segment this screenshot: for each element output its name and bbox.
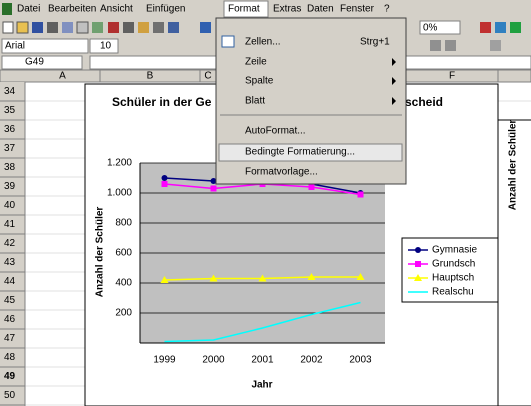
- data-point: [209, 274, 218, 282]
- legend-label: Gymnasie: [432, 245, 477, 256]
- name-box[interactable]: [1, 55, 83, 70]
- y-tick-label: 1.000: [107, 188, 132, 199]
- menu-item[interactable]: Datei: [17, 4, 40, 15]
- menu-entry[interactable]: Zellen...: [245, 37, 281, 48]
- app-icon: [2, 3, 12, 15]
- chart-title-end: scheid: [405, 95, 443, 109]
- menu-item[interactable]: Extras: [273, 4, 301, 15]
- row-header: 49: [4, 371, 16, 382]
- plot: 1.200 1.000 800 600 400 200 1999 2000 2001 2002 20…: [107, 158, 499, 366]
- data-point: [308, 184, 315, 190]
- menu-open-highlight: [223, 0, 269, 18]
- name-box-value[interactable]: G49: [25, 57, 44, 68]
- y-tick-label: 800: [115, 218, 132, 229]
- row-header: 45: [4, 295, 16, 306]
- row-header: 36: [4, 124, 16, 135]
- data-point: [210, 178, 217, 184]
- data-point: [356, 273, 365, 280]
- y-tick-label: 400: [115, 278, 132, 289]
- x-tick-label: 2003: [349, 355, 372, 366]
- toolbar-icon: [445, 40, 456, 51]
- toolbar-icon: [490, 40, 501, 51]
- menu-item[interactable]: Format: [228, 4, 260, 15]
- submenu-arrows: [392, 58, 396, 105]
- x-tick-label: 1999: [153, 355, 176, 366]
- chart-title: Schüler in der Ge: [112, 95, 212, 109]
- data-point: [357, 191, 364, 198]
- row-header: 34: [4, 86, 16, 97]
- row-header: 44: [4, 276, 16, 287]
- menu-entry[interactable]: Blatt: [245, 96, 265, 107]
- data-point: [161, 175, 168, 181]
- zoom-value[interactable]: 0%: [423, 23, 438, 34]
- menu-item[interactable]: ?: [384, 4, 390, 15]
- row-header: 43: [4, 257, 16, 268]
- row-header: 39: [4, 181, 16, 192]
- row-header: 46: [4, 314, 16, 325]
- legend-marker: [415, 247, 421, 253]
- legend-marker: [414, 274, 422, 281]
- legend-label: Hauptsch: [432, 273, 474, 284]
- y-tick-label: 1.200: [107, 158, 132, 169]
- font-name[interactable]: Arial: [5, 41, 25, 52]
- row-header: 40: [4, 200, 16, 211]
- row-header: 42: [4, 238, 16, 249]
- y-tick-label: 600: [115, 248, 132, 259]
- font-size[interactable]: 10: [100, 41, 112, 52]
- toolbar-icons: [2, 21, 521, 34]
- menu-item[interactable]: Ansicht: [100, 4, 133, 15]
- row-header: 37: [4, 143, 16, 154]
- column-header: C: [204, 71, 211, 82]
- row-header: 50: [4, 390, 16, 401]
- menu-shortcut[interactable]: Strg+1: [360, 37, 390, 48]
- column-header: F: [449, 71, 455, 82]
- y-axis-label: Anzahl der Schüler: [95, 207, 106, 298]
- x-axis-label: Jahr: [251, 380, 272, 391]
- menu-icon: [221, 35, 235, 48]
- zoom-box[interactable]: [419, 20, 461, 35]
- data-point: [307, 273, 316, 280]
- menu-entry[interactable]: Zeile: [245, 57, 267, 68]
- menu-entry[interactable]: Spalte: [245, 76, 274, 87]
- font-box[interactable]: [1, 38, 89, 54]
- menu-entry[interactable]: AutoFormat...: [245, 126, 306, 137]
- second-chart-ylabel: Anzahl der Schüler: [508, 120, 519, 211]
- row-header: 48: [4, 352, 16, 363]
- data-point: [258, 274, 267, 282]
- legend-label: Realschu: [432, 287, 474, 298]
- menu-item[interactable]: Bearbeiten: [48, 4, 96, 15]
- menu-entry[interactable]: Formatvorlage...: [245, 167, 318, 178]
- series-line: [164, 301, 361, 343]
- data-point: [160, 276, 169, 283]
- y-tick-label: 200: [115, 308, 132, 319]
- row-header: 38: [4, 162, 16, 173]
- row-header: 47: [4, 333, 16, 344]
- x-tick-label: 2002: [300, 355, 323, 366]
- row-header-bar: [0, 82, 25, 406]
- row-header: 35: [4, 105, 16, 116]
- menu-entry[interactable]: Bedingte Formatierung...: [245, 147, 355, 158]
- menu-item[interactable]: Einfügen: [146, 4, 185, 15]
- data-point: [210, 185, 217, 192]
- x-tick-label: 2001: [251, 355, 274, 366]
- menu-item[interactable]: Daten: [307, 4, 334, 15]
- legend-label: Grundsch: [432, 259, 475, 270]
- legend-marker: [415, 261, 421, 267]
- data-point: [161, 181, 168, 187]
- size-box[interactable]: [89, 38, 119, 54]
- format-menu: Zellen... Strg+1 Zeile Spalte Blatt Auto…: [215, 17, 407, 185]
- menu-hover: [218, 143, 403, 162]
- row-header: 41: [4, 219, 16, 230]
- x-tick-label: 2000: [202, 355, 225, 366]
- menu-item[interactable]: Fenster: [340, 4, 375, 15]
- column-header: A: [59, 71, 66, 82]
- column-header: B: [147, 71, 154, 82]
- toolbar-icon: [430, 40, 441, 51]
